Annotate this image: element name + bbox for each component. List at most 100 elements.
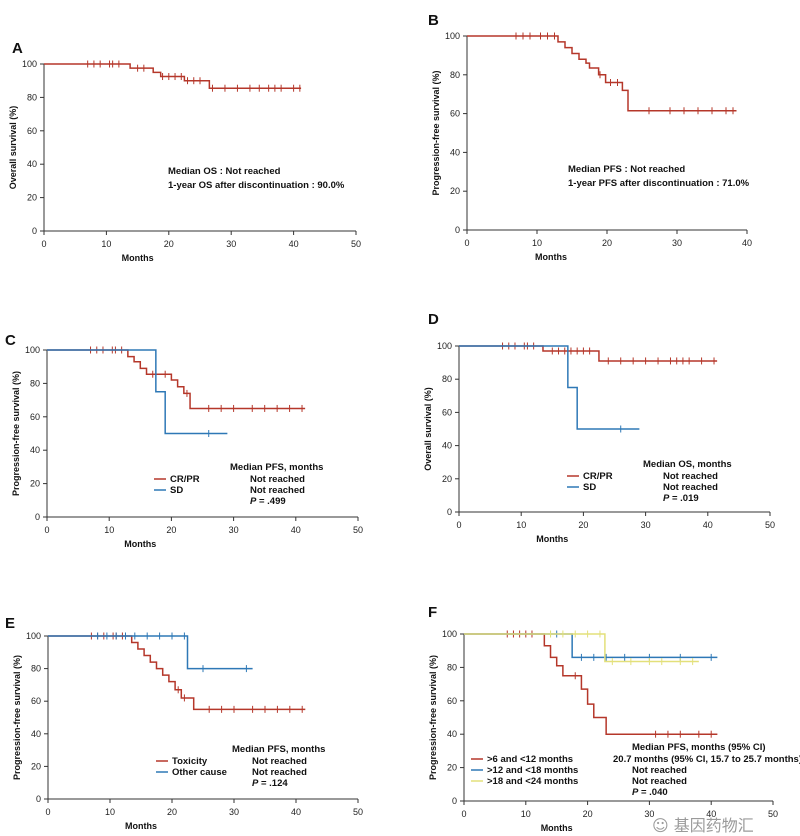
legend-entry: SD xyxy=(170,485,183,496)
y-axis-label: Progression-free survival (%) xyxy=(431,70,441,195)
legend-value: Not reached xyxy=(632,776,687,787)
y-tick-label: 80 xyxy=(447,662,457,672)
x-tick-label: 0 xyxy=(456,520,461,530)
x-tick-label: 10 xyxy=(521,809,531,819)
y-tick-label: 20 xyxy=(27,193,37,203)
x-tick-label: 40 xyxy=(742,238,752,248)
legend-title: Median PFS, months xyxy=(232,744,325,755)
panel-label: B xyxy=(428,12,439,29)
legend-title: Median OS, months xyxy=(643,459,732,470)
annotation: 1-year PFS after discontinuation : 71.0% xyxy=(568,178,750,189)
watermark-text: ☺ 基因药物汇 xyxy=(652,812,754,836)
legend-entry: >6 and <12 months xyxy=(487,754,573,765)
x-tick-label: 10 xyxy=(104,525,114,535)
survival-curve xyxy=(464,633,718,735)
annotation: Median OS : Not reached xyxy=(168,166,281,177)
legend-title: Median PFS, months (95% CI) xyxy=(632,742,766,753)
y-tick-label: 60 xyxy=(450,109,460,119)
legend-entry: CR/PR xyxy=(170,474,200,485)
y-tick-label: 60 xyxy=(30,412,40,422)
panel-label: E xyxy=(5,615,15,632)
x-tick-label: 0 xyxy=(464,238,469,248)
y-tick-label: 80 xyxy=(450,70,460,80)
y-tick-label: 0 xyxy=(447,507,452,517)
survival-curve xyxy=(467,35,737,112)
series-1 xyxy=(467,32,737,115)
x-tick-label: 50 xyxy=(353,525,363,535)
x-tick-label: 50 xyxy=(765,520,775,530)
x-tick-label: 30 xyxy=(672,238,682,248)
wechat-icon: ☺ xyxy=(652,816,669,835)
y-tick-label: 40 xyxy=(447,729,457,739)
y-tick-label: 100 xyxy=(445,31,460,41)
legend-value: Not reached xyxy=(663,482,718,493)
y-tick-label: 100 xyxy=(442,629,457,639)
legend-title: Median PFS, months xyxy=(230,462,323,473)
legend-value: 20.7 months (95% CI, 15.7 to 25.7 months… xyxy=(613,754,800,765)
panel-label: D xyxy=(428,311,439,328)
y-tick-label: 80 xyxy=(442,374,452,384)
legend-value: Not reached xyxy=(250,485,305,496)
x-tick-label: 30 xyxy=(226,239,236,249)
y-tick-label: 0 xyxy=(32,226,37,236)
x-tick-label: 30 xyxy=(229,807,239,817)
survival-curve xyxy=(47,349,306,410)
legend-entry: SD xyxy=(583,482,596,493)
y-tick-label: 100 xyxy=(26,631,41,641)
p-value: P = .499 xyxy=(250,496,286,507)
x-tick-label: 20 xyxy=(166,525,176,535)
legend-entry: >12 and <18 months xyxy=(487,765,578,776)
panel-b: B 0 10 20 30 40 0 20 40 60 80 100 Months Progression-… xyxy=(428,12,752,262)
y-axis-label: Progression-free survival (%) xyxy=(11,371,21,496)
x-tick-label: 0 xyxy=(461,809,466,819)
series-2 xyxy=(48,632,253,673)
legend-entry: CR/PR xyxy=(583,471,613,482)
legend-value: Not reached xyxy=(252,756,307,767)
panel-d: D 0 10 20 30 40 50 0 20 40 60 80 100 Months Overall su… xyxy=(423,311,775,544)
legend-entry: Toxicity xyxy=(172,756,208,767)
x-axis-label: Months xyxy=(125,821,157,831)
series-2 xyxy=(459,345,640,433)
panel-c: C 0 10 20 30 40 50 0 20 40 60 80 100 Months Progressio… xyxy=(5,332,363,549)
legend-entry: >18 and <24 months xyxy=(487,776,578,787)
panel-label: C xyxy=(5,332,16,349)
y-axis-label: Overall survival (%) xyxy=(423,387,433,471)
y-axis-label: Overall survival (%) xyxy=(8,106,18,190)
y-axis-label: Progression-free survival (%) xyxy=(12,655,22,780)
x-tick-label: 20 xyxy=(164,239,174,249)
p-value: P = .040 xyxy=(632,787,668,798)
x-tick-label: 30 xyxy=(644,809,654,819)
x-tick-label: 50 xyxy=(353,807,363,817)
y-tick-label: 80 xyxy=(30,378,40,388)
y-tick-label: 20 xyxy=(450,186,460,196)
x-tick-label: 10 xyxy=(101,239,111,249)
x-tick-label: 20 xyxy=(583,809,593,819)
y-tick-label: 20 xyxy=(31,761,41,771)
y-tick-label: 0 xyxy=(455,225,460,235)
series-1 xyxy=(44,60,302,92)
legend: Median PFS, months CR/PR Not reached SD Not … xyxy=(154,462,323,507)
y-tick-label: 0 xyxy=(35,512,40,522)
y-tick-label: 100 xyxy=(437,341,452,351)
annotation: Median PFS : Not reached xyxy=(568,164,685,175)
y-tick-label: 40 xyxy=(30,445,40,455)
legend-value: Not reached xyxy=(632,765,687,776)
x-axis-label: Months xyxy=(535,252,567,262)
legend-value: Not reached xyxy=(252,767,307,778)
panel-f: F 0 10 20 30 40 50 0 20 40 60 80 100 Months Progressio… xyxy=(428,604,800,833)
legend-entry: Other cause xyxy=(172,767,227,778)
survival-curve xyxy=(44,63,302,89)
survival-curve xyxy=(464,633,699,663)
x-tick-label: 40 xyxy=(289,239,299,249)
x-tick-label: 20 xyxy=(167,807,177,817)
survival-curve xyxy=(464,633,718,659)
y-tick-label: 40 xyxy=(450,147,460,157)
x-tick-label: 0 xyxy=(45,807,50,817)
series-3 xyxy=(464,630,699,666)
x-tick-label: 50 xyxy=(768,809,778,819)
x-axis-label: Months xyxy=(541,823,573,833)
y-tick-label: 40 xyxy=(31,729,41,739)
x-tick-label: 40 xyxy=(291,807,301,817)
y-tick-label: 60 xyxy=(442,407,452,417)
